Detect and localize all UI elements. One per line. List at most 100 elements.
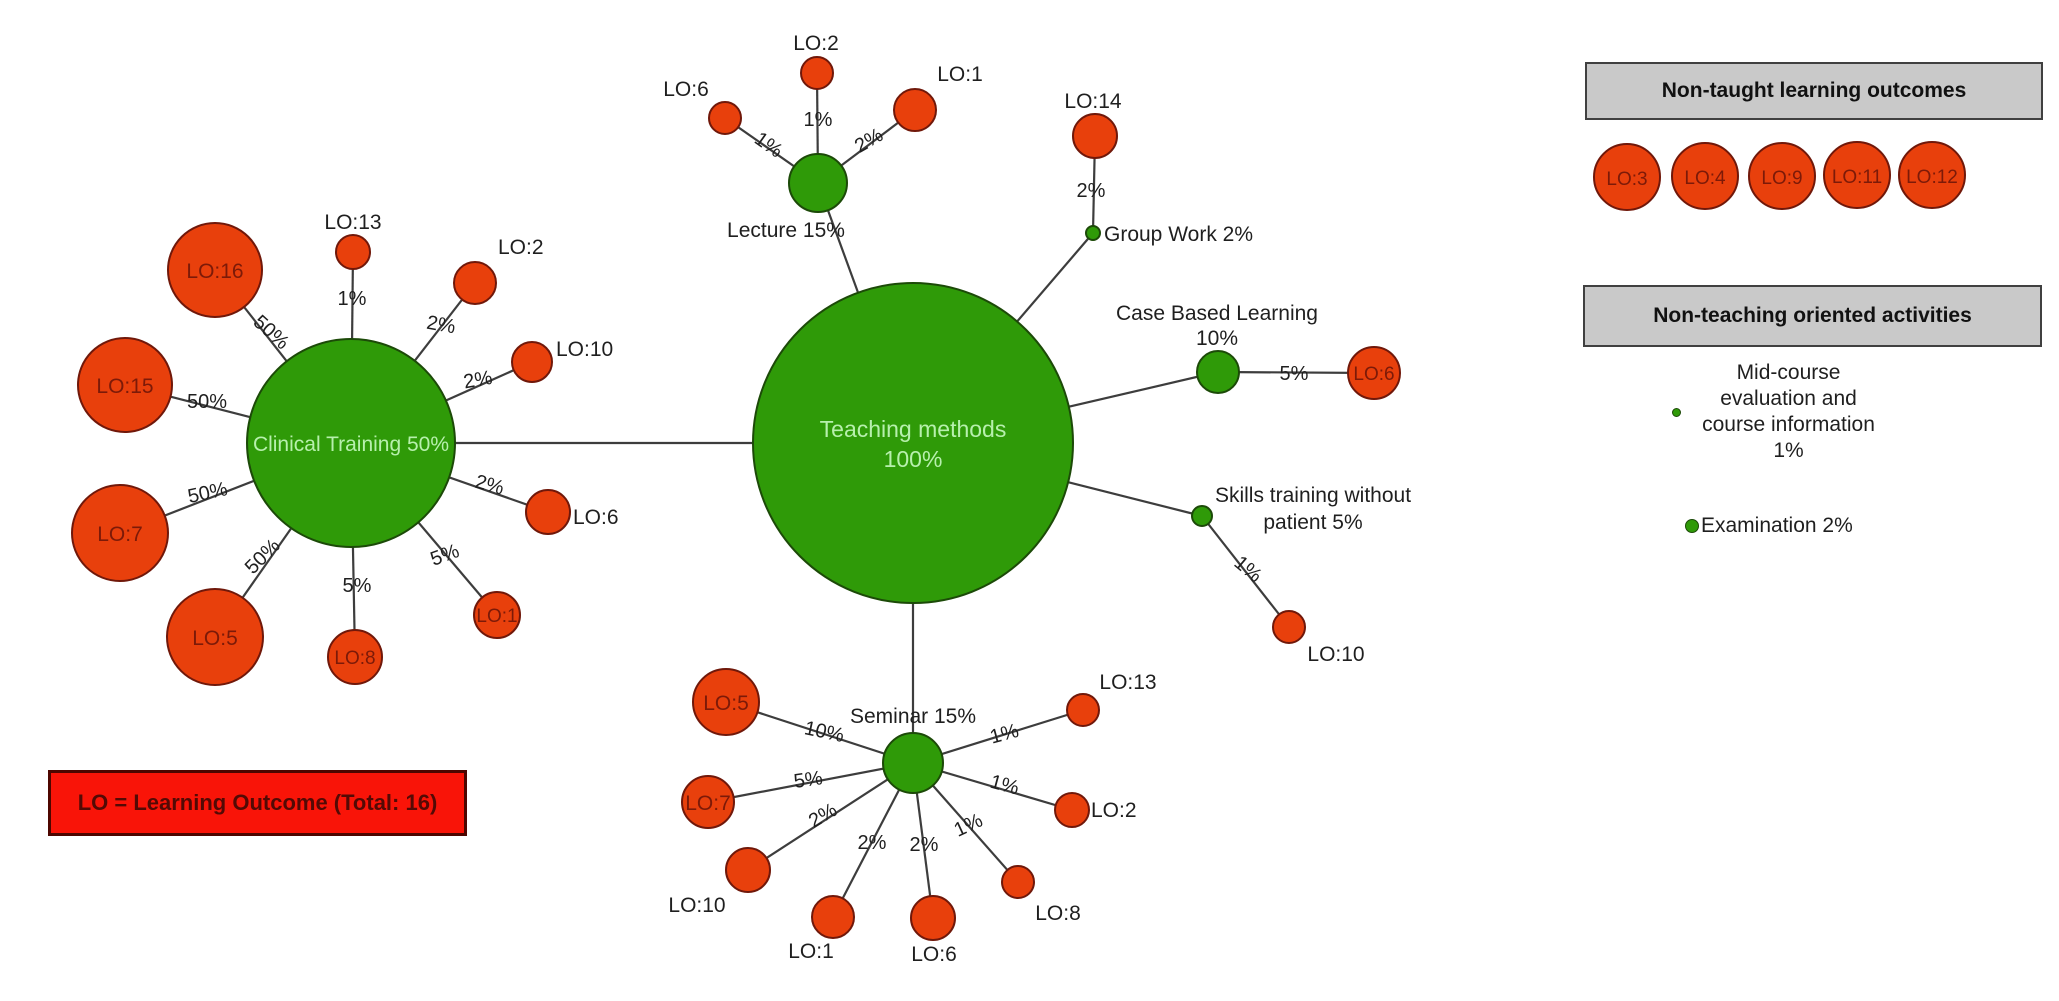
node-label: LO:6 — [1353, 364, 1394, 385]
bullet-dot-icon — [1685, 519, 1699, 533]
node-label: patient 5% — [1263, 511, 1362, 534]
edge-label: 1% — [804, 109, 833, 131]
seminar-lo2-node — [1054, 792, 1090, 828]
node-label: LO:2 — [793, 32, 839, 55]
group-work-node — [1085, 225, 1101, 241]
node-label: LO:3 — [1606, 169, 1647, 190]
clinical-lo7-node — [71, 484, 169, 582]
clinical-lo13-node — [335, 234, 371, 270]
node-label: Teaching methods — [820, 416, 1007, 442]
skills-training-node — [1191, 505, 1213, 527]
midcourse-evaluation-label: Mid-course evaluation and course informa… — [1702, 361, 1875, 462]
clinical-lo1-node — [473, 591, 521, 639]
edge-label: 50% — [187, 391, 227, 413]
non-teaching-activities-title: Non-teaching oriented activities — [1653, 304, 1972, 327]
edge-label: 2% — [462, 367, 495, 394]
seminar-lo5-node — [692, 668, 760, 736]
midcourse-evaluation-item: Mid-course evaluation and course informa… — [1672, 360, 1892, 464]
nontaught-lo11-node — [1823, 141, 1891, 209]
non-taught-outcomes-title: Non-taught learning outcomes — [1661, 79, 1967, 102]
node-label: LO:5 — [192, 627, 238, 650]
node-label: LO:10 — [668, 894, 725, 917]
node-label: LO:8 — [1035, 902, 1081, 925]
non-taught-outcomes-header: Non-taught learning outcomes — [1585, 62, 2043, 120]
node-label: Lecture 15% — [727, 219, 845, 242]
node-label: Seminar 15% — [850, 705, 976, 728]
seminar-lo8-node — [1001, 865, 1035, 899]
seminar-node — [882, 732, 944, 794]
nontaught-lo12-node — [1898, 141, 1966, 209]
edge-label: 2% — [858, 832, 887, 854]
edge-label: 1% — [988, 720, 1022, 749]
node-label: LO:2 — [1091, 799, 1137, 822]
node-label: Skills training without — [1215, 484, 1411, 507]
node-label: LO:1 — [476, 606, 517, 627]
clinical-lo5-node — [166, 588, 264, 686]
edge-line — [747, 762, 914, 871]
edge-label: 2% — [910, 834, 939, 856]
node-label: LO:10 — [1307, 643, 1364, 666]
edge-label: 5% — [1280, 363, 1309, 385]
node-label: LO:1 — [788, 940, 834, 963]
node-label: 100% — [884, 446, 943, 472]
node-label: LO:1 — [937, 63, 983, 86]
case-based-learning-node — [1196, 350, 1240, 394]
clinical-lo15-node — [77, 337, 173, 433]
nontaught-lo3-node — [1593, 143, 1661, 211]
edge-line — [1201, 515, 1290, 628]
seminar-lo1-node — [811, 895, 855, 939]
seminar-lo7-node — [681, 775, 735, 829]
edge-label: 50% — [241, 535, 285, 579]
clinical-lo6-node — [525, 489, 571, 535]
edge-label: 2% — [1077, 180, 1106, 202]
teaching-methods-node — [752, 282, 1074, 604]
node-label: LO:2 — [498, 236, 544, 259]
clinical-lo16-node — [167, 222, 263, 318]
lecture-lo1-node — [893, 88, 937, 132]
lecture-node — [788, 153, 848, 213]
examination-item: Examination 2% — [1685, 514, 1853, 538]
node-label: LO:10 — [556, 338, 613, 361]
edge-label: 5% — [792, 767, 824, 793]
clinical-training-node — [246, 338, 456, 548]
node-label: LO:7 — [97, 523, 143, 546]
node-label: LO:13 — [1099, 671, 1156, 694]
node-label: LO:12 — [1906, 167, 1958, 188]
node-label: Clinical Training 50% — [253, 433, 449, 456]
node-label: LO:9 — [1761, 168, 1802, 189]
node-label: LO:11 — [1832, 167, 1882, 188]
edge-label: 50% — [186, 478, 230, 508]
clinical-lo2-node — [453, 261, 497, 305]
clinical-lo8-node — [327, 629, 383, 685]
edge-label: 2% — [425, 312, 458, 339]
nontaught-lo4-node — [1671, 142, 1739, 210]
edge-label: 2% — [473, 471, 507, 500]
edge-label: 10% — [802, 717, 846, 747]
edge-label: 50% — [249, 311, 294, 354]
node-label: LO:5 — [703, 692, 749, 715]
cbl-lo6-node — [1347, 346, 1401, 400]
node-label: LO:14 — [1064, 90, 1122, 113]
node-label: LO:15 — [96, 375, 153, 398]
edge-label: 5% — [343, 575, 372, 597]
seminar-lo10-node — [725, 847, 771, 893]
node-label: Case Based Learning — [1116, 302, 1318, 325]
node-label: LO:6 — [663, 78, 709, 101]
non-teaching-activities-header: Non-teaching oriented activities — [1583, 285, 2042, 347]
bullet-dot-icon — [1672, 407, 1681, 417]
skills-lo10-node — [1272, 610, 1306, 644]
seminar-lo13-node — [1066, 693, 1100, 727]
legend-text: LO = Learning Outcome (Total: 16) — [77, 790, 438, 815]
edge-label: 2% — [851, 124, 887, 158]
node-label: LO:6 — [573, 506, 619, 529]
lecture-lo6-node — [708, 101, 742, 135]
clinical-lo10-node — [511, 341, 553, 383]
nontaught-lo9-node — [1748, 142, 1816, 210]
edge-label: 5% — [428, 540, 463, 571]
seminar-lo6-node — [910, 895, 956, 941]
node-label: LO:13 — [324, 211, 381, 234]
node-label: LO:4 — [1684, 168, 1726, 189]
edge-label: 2% — [805, 799, 841, 833]
